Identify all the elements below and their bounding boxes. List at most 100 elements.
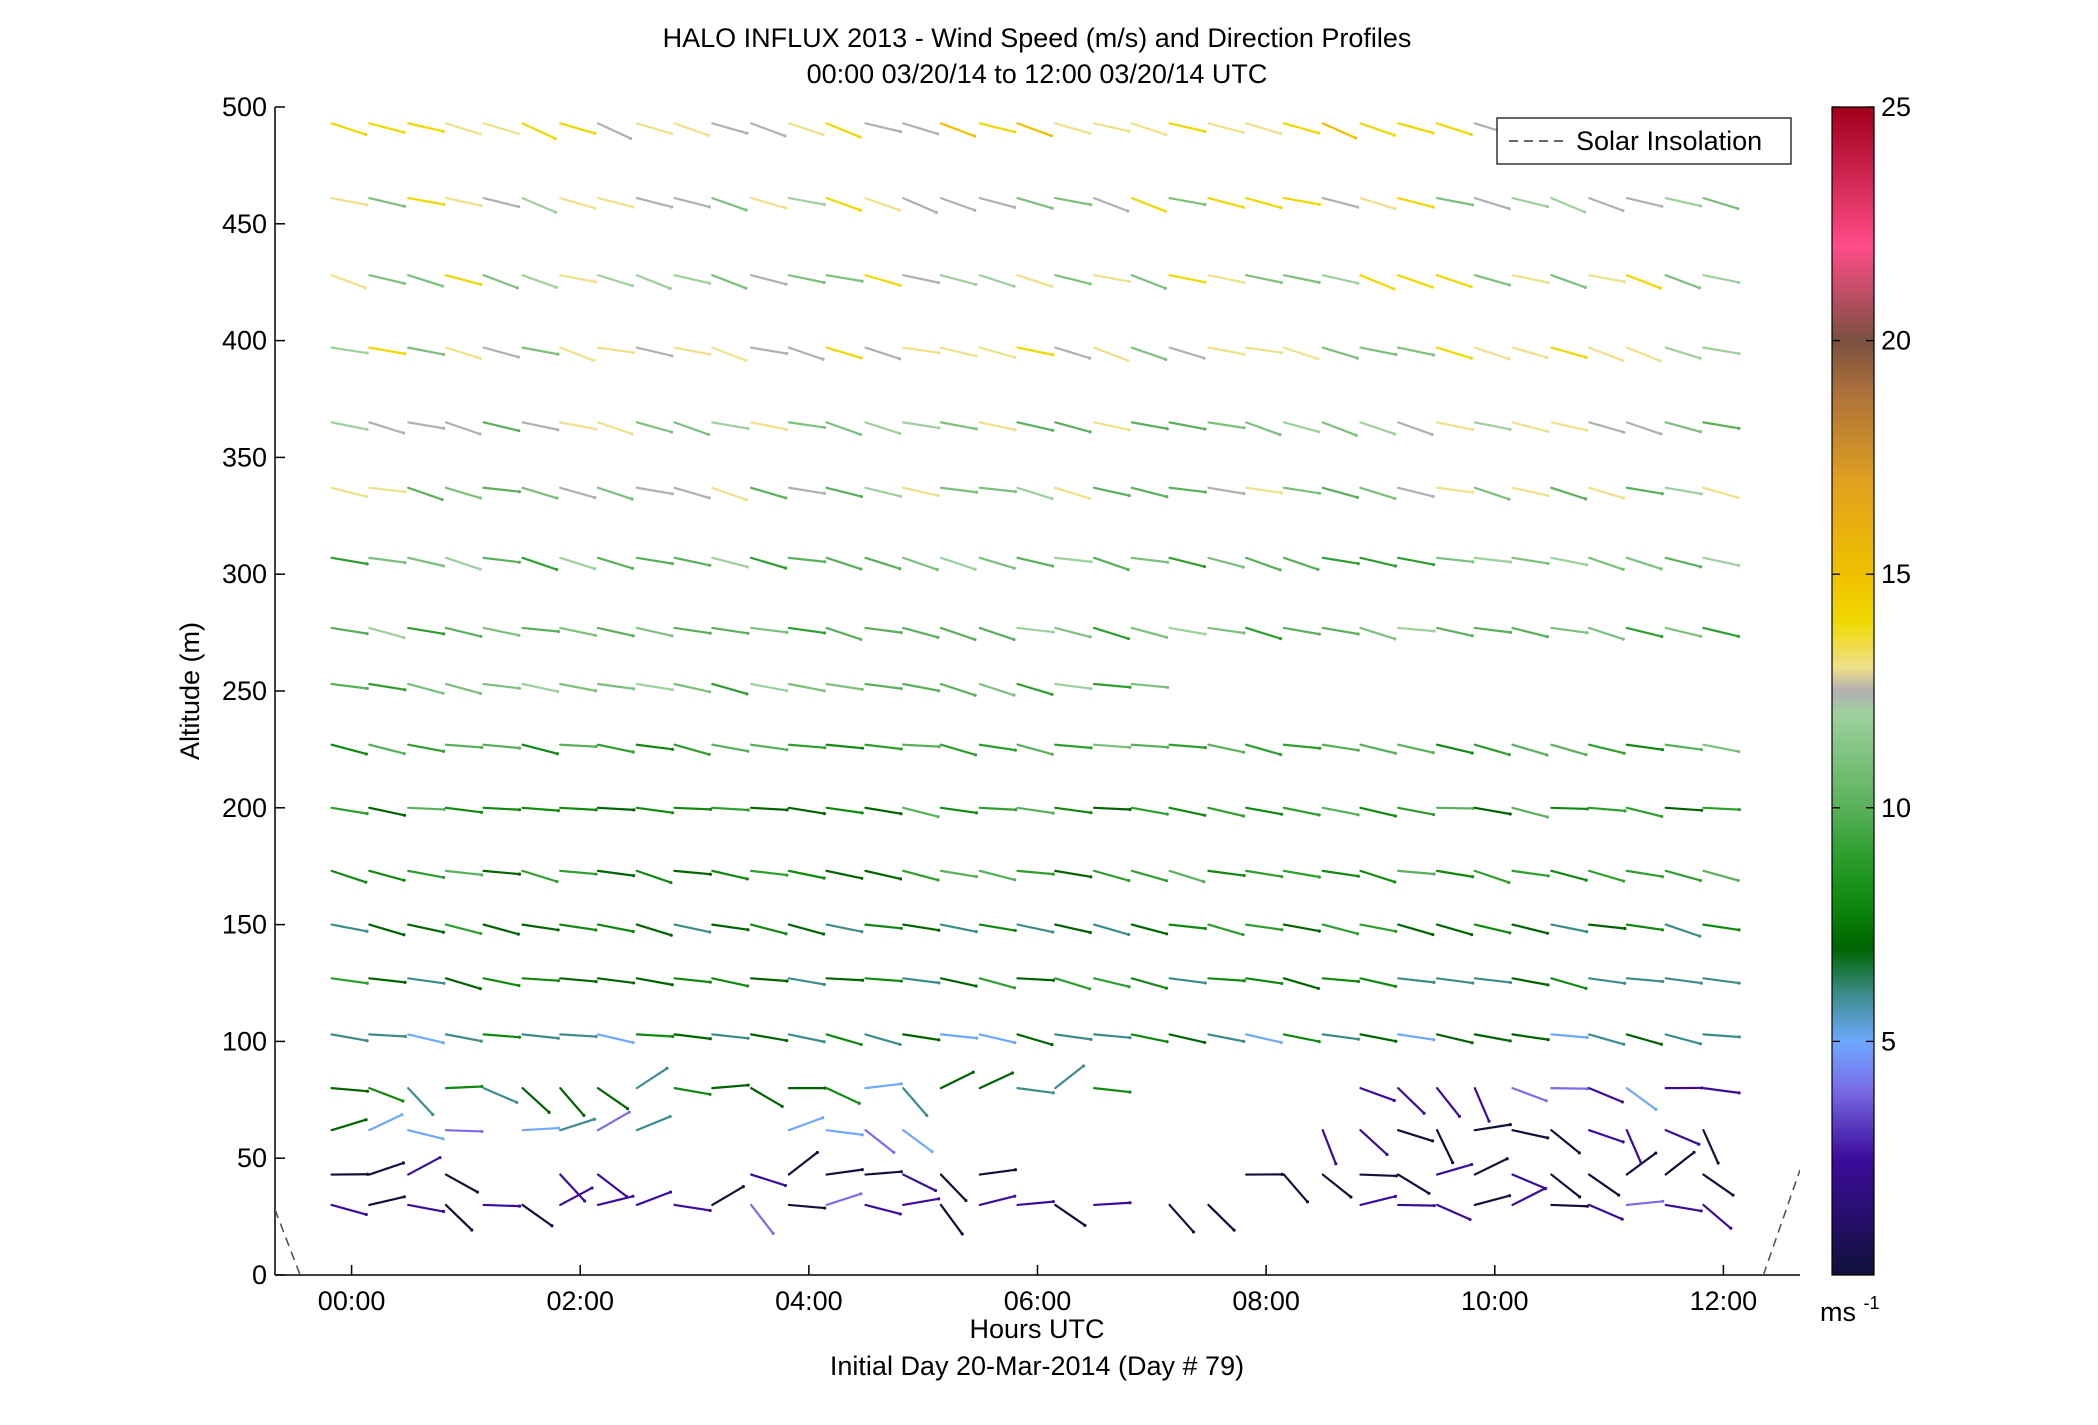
wind-barb-tip [1737, 351, 1741, 356]
wind-barb [1587, 977, 1626, 985]
wind-barb-tip [708, 807, 713, 811]
wind-barb [1245, 806, 1283, 816]
wind-barb [482, 1203, 521, 1208]
wind-barb [787, 869, 826, 880]
wind-barb-tip [670, 205, 674, 209]
wind-barb [1625, 1033, 1663, 1046]
wind-barb [787, 923, 825, 936]
wind-barb [1092, 869, 1130, 882]
wind-barb-tip [1699, 981, 1703, 985]
wind-barb [596, 869, 635, 877]
wind-barb-tip [1050, 496, 1054, 501]
wind-barb-tip [936, 689, 941, 693]
wind-barb-tip [708, 1037, 712, 1041]
wind-barb-tip [1583, 285, 1587, 289]
wind-barb [1054, 977, 1091, 990]
wind-barb [559, 556, 596, 570]
wind-barb [902, 977, 940, 984]
wind-barb [864, 486, 902, 498]
colorbar-tick-label: 25 [1881, 92, 1911, 122]
wind-barb [787, 274, 826, 284]
wind-barb [1702, 923, 1741, 932]
wind-barb [673, 923, 711, 934]
wind-barb-tip [670, 688, 674, 692]
wind-barb [787, 682, 826, 692]
wind-barb [673, 977, 712, 984]
wind-barb-tip [441, 930, 445, 934]
wind-barb-tip [403, 490, 407, 494]
wind-barb [482, 486, 521, 493]
wind-barb [482, 274, 519, 289]
wind-barb-tip [1470, 875, 1475, 879]
wind-barb [1550, 743, 1588, 756]
wind-barb-tip [780, 1104, 784, 1108]
wind-barb [1473, 1123, 1512, 1132]
wind-barb [1435, 806, 1475, 810]
wind-barb [559, 274, 597, 284]
wind-barb-tip [431, 1112, 435, 1117]
wind-barb-tip [1165, 560, 1170, 564]
wind-barb [1321, 197, 1359, 209]
wind-barb [1321, 806, 1360, 816]
wind-barb-tip [937, 351, 941, 355]
wind-barb-tip [1470, 751, 1474, 755]
wind-barb-tip [1621, 1140, 1625, 1144]
wind-barb [1435, 1033, 1474, 1044]
wind-barb-tip [1457, 1114, 1462, 1118]
wind-barb-tip [1356, 748, 1360, 752]
wind-barb [787, 1033, 826, 1043]
wind-barb [1016, 274, 1053, 288]
legend-label: Solar Insolation [1576, 126, 1762, 156]
wind-barb [1664, 806, 1703, 812]
wind-barb [1168, 274, 1206, 284]
wind-barb [1321, 122, 1357, 140]
wind-barb [635, 274, 672, 290]
wind-barb-tip [670, 562, 674, 566]
wind-barb-tip [1469, 285, 1473, 289]
wind-barb-tip [1356, 979, 1361, 984]
wind-barb-tip [1355, 495, 1360, 499]
wind-barb-tip [364, 752, 368, 756]
wind-barb [330, 122, 367, 136]
wind-barb-tip [1737, 928, 1741, 932]
wind-barb-tip [1280, 491, 1284, 495]
wind-barb-tip [821, 357, 825, 361]
wind-barb [1054, 626, 1092, 639]
wind-barb-tip [403, 1034, 407, 1039]
wind-barb-tip [785, 808, 789, 812]
wind-barb [559, 626, 597, 637]
wind-barb [825, 1033, 863, 1046]
x-tick-label: 08:00 [1232, 1286, 1300, 1316]
wind-barb [1473, 274, 1511, 287]
wind-barb [1511, 1129, 1549, 1139]
wind-barb [978, 682, 1016, 697]
wind-barb-tip [365, 812, 369, 816]
wind-barb-tip [517, 429, 521, 433]
wind-barb-tip [746, 1036, 750, 1040]
wind-barb [1321, 556, 1360, 565]
wind-barb [825, 923, 863, 933]
wind-barb [1511, 346, 1549, 359]
wind-barb [330, 1033, 369, 1042]
wind-barb [1092, 682, 1132, 689]
wind-barb [559, 1087, 585, 1117]
wind-barb [750, 556, 787, 570]
wind-barb [407, 122, 445, 133]
wind-barb [825, 1087, 861, 1105]
wind-barb-tip [1660, 814, 1664, 819]
wind-barb-tip [746, 928, 750, 932]
wind-barb-tip [1584, 428, 1589, 432]
wind-barb-tip [1431, 205, 1435, 209]
wind-barb [1282, 122, 1320, 135]
wind-barb-tip [1165, 495, 1169, 499]
wind-barb [864, 346, 901, 360]
wind-barb-tip [590, 1186, 594, 1190]
wind-barb [1397, 1173, 1431, 1195]
wind-barb [1359, 1173, 1398, 1178]
wind-barb [1625, 1129, 1643, 1165]
wind-barb-tip [1507, 357, 1511, 361]
wind-barb [635, 806, 674, 814]
wind-barb [673, 486, 711, 500]
x-axis-title: Hours UTC [969, 1314, 1104, 1344]
wind-barb [825, 1168, 864, 1176]
